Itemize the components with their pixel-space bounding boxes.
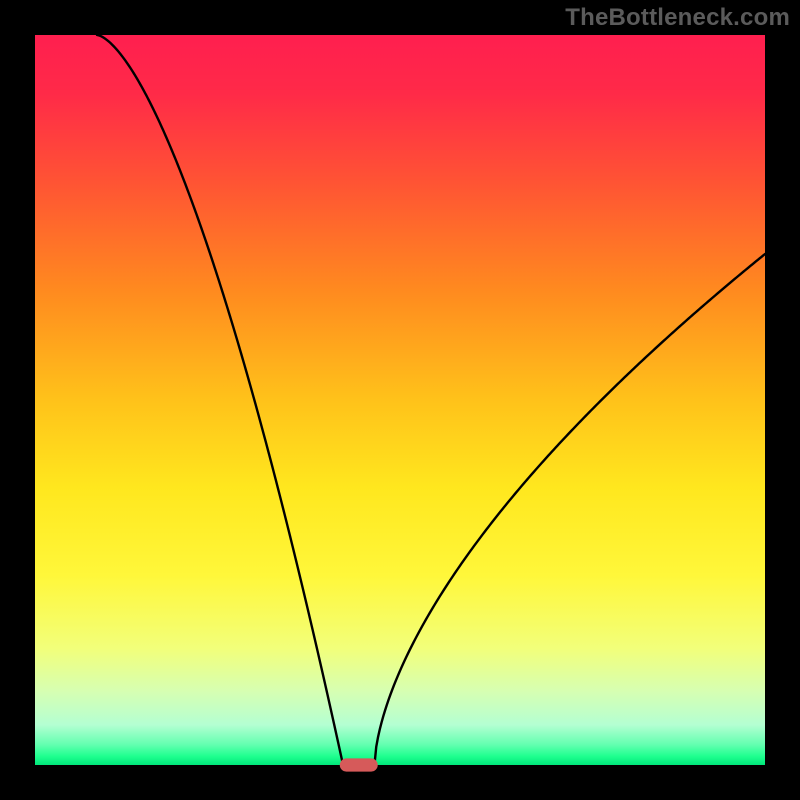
plot-area xyxy=(35,35,765,765)
bottleneck-marker xyxy=(340,758,378,771)
bottleneck-chart xyxy=(0,0,800,800)
watermark-text: TheBottleneck.com xyxy=(565,4,790,32)
chart-stage: TheBottleneck.com xyxy=(0,0,800,800)
